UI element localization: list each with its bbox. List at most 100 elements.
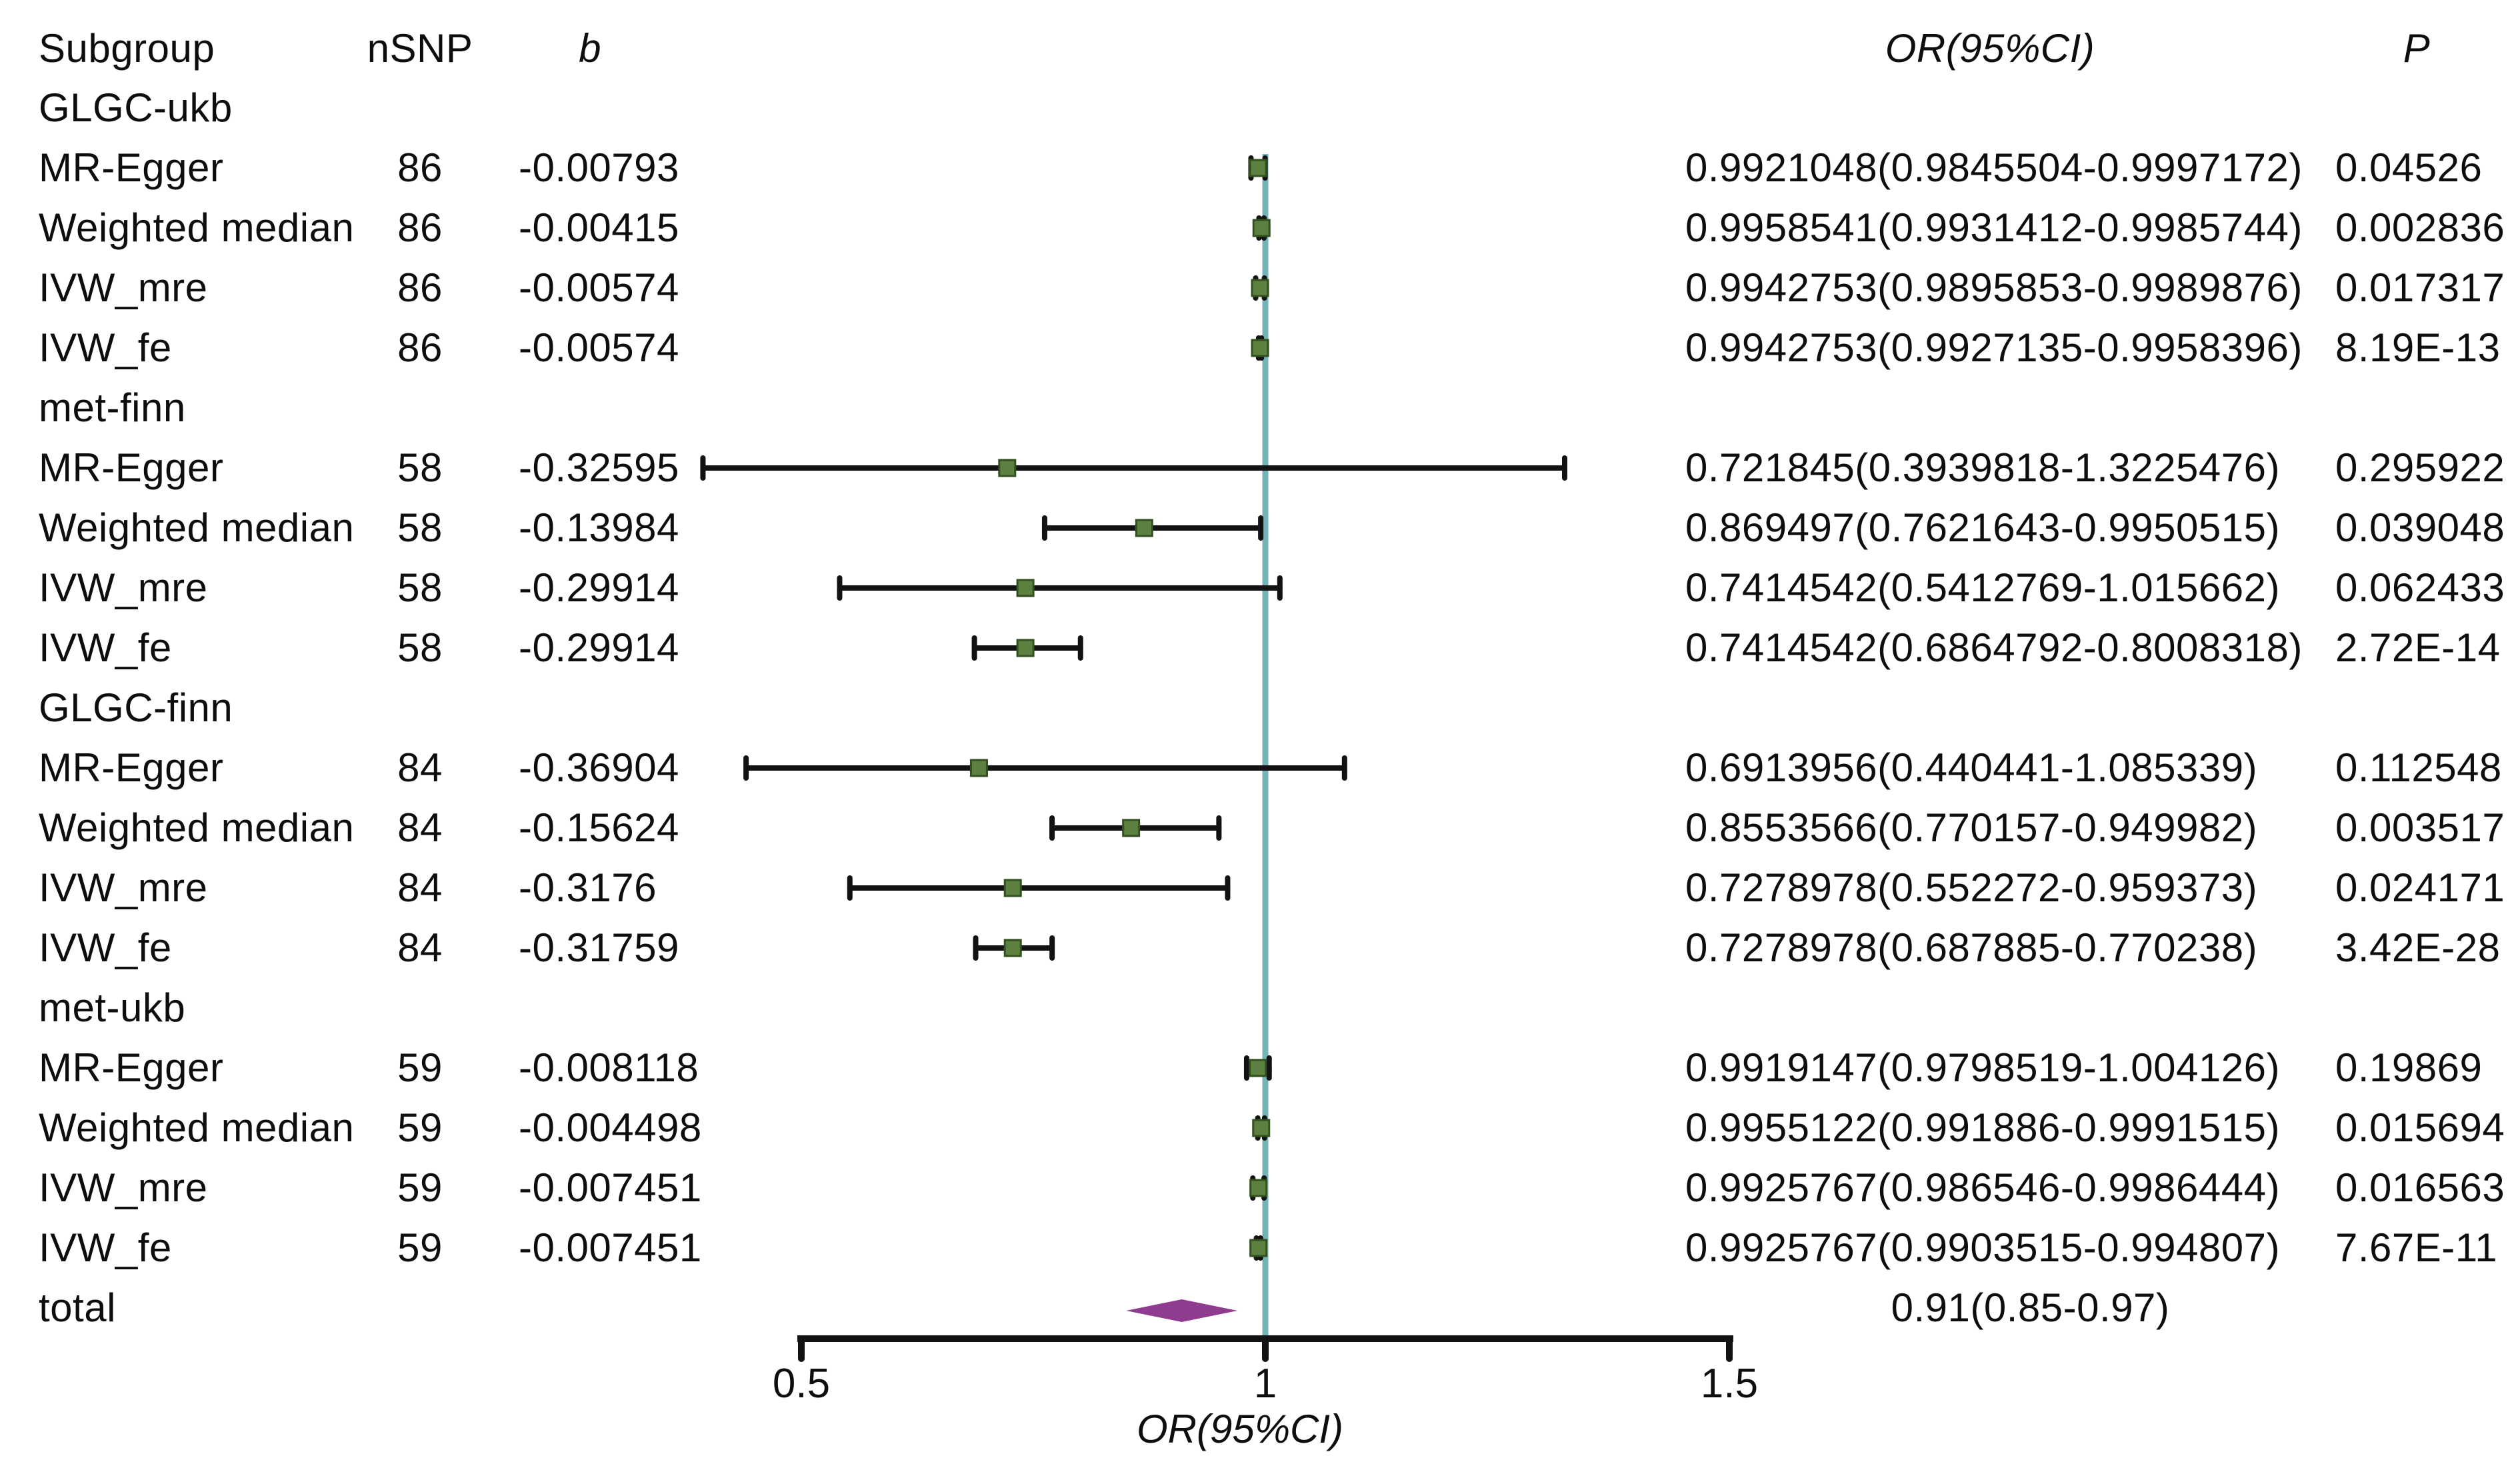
b-value: -0.007451: [519, 1225, 702, 1270]
nsnp-value: 59: [397, 1165, 443, 1210]
estimate-marker: [1249, 1239, 1268, 1257]
method-label: MR-Egger: [39, 445, 224, 490]
method-label: MR-Egger: [39, 1045, 224, 1090]
p-value: 0.024171: [2335, 865, 2505, 910]
or-ci-value: 0.8553566(0.770157-0.949982): [1685, 805, 2258, 850]
b-value: -0.00793: [519, 145, 679, 190]
nsnp-value: 59: [397, 1105, 443, 1150]
method-label: IVW_mre: [39, 865, 208, 910]
nsnp-value: 58: [397, 625, 443, 670]
p-value: 0.003517: [2335, 805, 2505, 850]
or-ci-value: 0.721845(0.3939818-1.3225476): [1685, 445, 2280, 490]
nsnp-value: 58: [397, 565, 443, 610]
x-tick-label: 1.5: [1700, 1361, 1759, 1407]
or-ci-value: 0.9925767(0.9903515-0.994807): [1685, 1225, 2280, 1270]
method-label: total: [39, 1285, 116, 1330]
or-ci-value: 0.9958541(0.9931412-0.9985744): [1685, 205, 2303, 250]
method-label: Weighted median: [39, 505, 355, 550]
method-label: IVW_mre: [39, 1165, 208, 1210]
p-value: 0.017317: [2335, 265, 2505, 310]
nsnp-value: 58: [397, 445, 443, 490]
or-ci-value: 0.9942753(0.9927135-0.9958396): [1685, 325, 2303, 370]
estimate-marker: [1135, 519, 1153, 537]
b-value: -0.29914: [519, 625, 679, 670]
nsnp-value: 86: [397, 325, 443, 370]
subgroup-label: GLGC-ukb: [39, 85, 233, 130]
column-header-p: P: [2403, 26, 2431, 71]
b-value: -0.29914: [519, 565, 679, 610]
b-value: -0.31759: [519, 925, 679, 970]
estimate-marker: [1249, 1179, 1268, 1197]
or-ci-value: 0.7278978(0.687885-0.770238): [1685, 925, 2258, 970]
x-tick-label: 0.5: [772, 1361, 831, 1407]
or-ci-value: 0.9921048(0.9845504-0.9997172): [1685, 145, 2303, 190]
method-label: IVW_fe: [39, 625, 172, 670]
p-value: 3.42E-28: [2335, 925, 2501, 970]
column-header-nsnp: nSNP: [367, 26, 473, 71]
method-label: IVW_mre: [39, 565, 208, 610]
method-label: Weighted median: [39, 205, 355, 250]
nsnp-value: 84: [397, 805, 443, 850]
p-value: 0.002836: [2335, 205, 2505, 250]
column-header-or-ci: OR(95%CI): [1885, 26, 2095, 71]
estimate-marker: [1003, 939, 1022, 957]
nsnp-value: 84: [397, 865, 443, 910]
estimate-marker: [1252, 219, 1271, 237]
subgroup-label: met-ukb: [39, 985, 186, 1030]
nsnp-value: 84: [397, 925, 443, 970]
b-value: -0.36904: [519, 745, 679, 790]
method-label: Weighted median: [39, 1105, 355, 1150]
or-ci-value: 0.9919147(0.9798519-1.004126): [1685, 1045, 2280, 1090]
column-header-subgroup: Subgroup: [39, 26, 215, 71]
p-value: 0.112548: [2335, 745, 2502, 790]
or-ci-value: 0.6913956(0.440441-1.085339): [1685, 745, 2258, 790]
or-ci-value: 0.9925767(0.986546-0.9986444): [1685, 1165, 2280, 1210]
nsnp-value: 59: [397, 1225, 443, 1270]
b-value: -0.007451: [519, 1165, 702, 1210]
p-value: 8.19E-13: [2335, 325, 2501, 370]
or-ci-value: 0.7278978(0.552272-0.959373): [1685, 865, 2258, 910]
estimate-marker: [969, 759, 988, 777]
nsnp-value: 84: [397, 745, 443, 790]
estimate-marker: [998, 459, 1017, 477]
method-label: MR-Egger: [39, 745, 224, 790]
b-value: -0.00415: [519, 205, 679, 250]
subgroup-label: GLGC-finn: [39, 685, 233, 730]
b-value: -0.32595: [519, 445, 679, 490]
estimate-marker: [1251, 339, 1269, 357]
p-value: 0.039048: [2335, 505, 2505, 550]
p-value: 0.04526: [2335, 145, 2483, 190]
x-axis-title: OR(95%CI): [1136, 1407, 1344, 1451]
or-ci-value: 0.7414542(0.5412769-1.015662): [1685, 565, 2280, 610]
estimate-marker: [1249, 1059, 1267, 1077]
or-ci-value: 0.91(0.85-0.97): [1891, 1285, 2170, 1330]
estimate-marker: [1016, 579, 1035, 597]
method-label: IVW_fe: [39, 325, 172, 370]
nsnp-value: 59: [397, 1045, 443, 1090]
summary-diamond: [1126, 1299, 1238, 1322]
or-ci-value: 0.9955122(0.991886-0.9991515): [1685, 1105, 2280, 1150]
p-value: 0.016563: [2335, 1165, 2505, 1210]
p-value: 0.295922: [2335, 445, 2505, 490]
b-value: -0.004498: [519, 1105, 702, 1150]
p-value: 0.19869: [2335, 1045, 2483, 1090]
or-ci-value: 0.9942753(0.9895853-0.9989876): [1685, 265, 2303, 310]
b-value: -0.00574: [519, 325, 679, 370]
p-value: 7.67E-11: [2335, 1225, 2498, 1270]
method-label: IVW_fe: [39, 1225, 172, 1270]
x-tick-label: 1: [1253, 1361, 1277, 1407]
estimate-marker: [1249, 159, 1267, 177]
method-label: Weighted median: [39, 805, 355, 850]
estimate-marker: [1251, 279, 1269, 297]
nsnp-value: 86: [397, 145, 443, 190]
or-ci-value: 0.869497(0.7621643-0.9950515): [1685, 505, 2280, 550]
method-label: MR-Egger: [39, 145, 224, 190]
b-value: -0.15624: [519, 805, 679, 850]
estimate-marker: [1016, 639, 1035, 657]
method-label: IVW_mre: [39, 265, 208, 310]
nsnp-value: 86: [397, 265, 443, 310]
b-value: -0.13984: [519, 505, 679, 550]
or-ci-value: 0.7414542(0.6864792-0.8008318): [1685, 625, 2303, 670]
